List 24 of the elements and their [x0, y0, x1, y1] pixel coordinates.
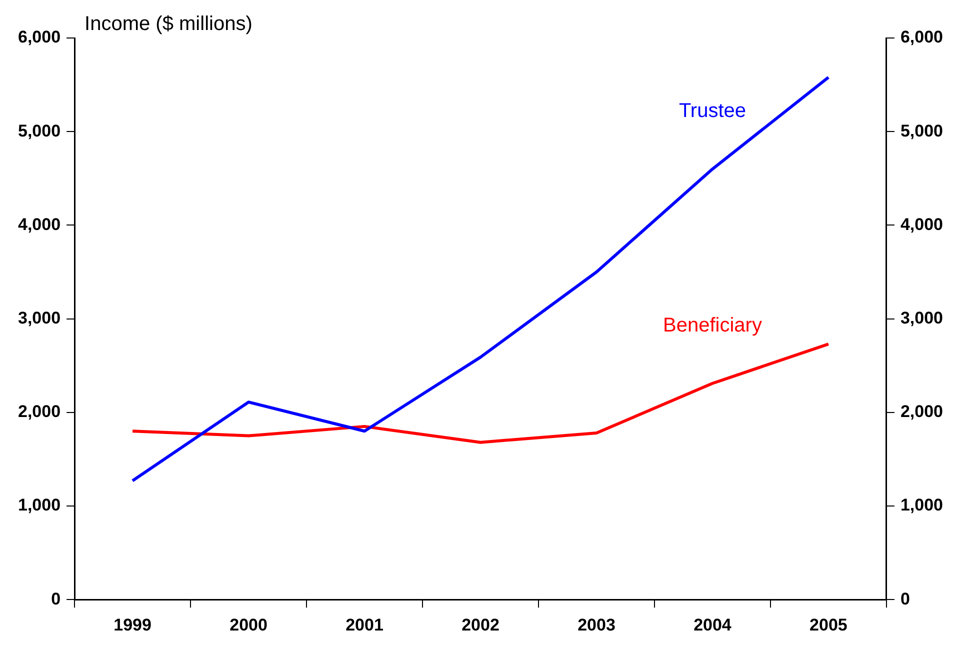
x-tick-label: 2003	[578, 615, 616, 634]
y2-tick-label: 0	[900, 589, 910, 608]
y2-tick-label: 1,000	[900, 496, 944, 515]
series-label: Beneficiary	[663, 314, 762, 336]
x-tick-label: 2004	[694, 615, 732, 634]
x-tick-label: 2001	[346, 615, 384, 634]
x-tick-label: 2005	[810, 615, 848, 634]
x-tick-label: 1999	[114, 615, 152, 634]
y2-tick-label: 3,000	[900, 308, 944, 328]
y-tick-label: 4,000	[18, 214, 61, 234]
y-tick-label: 3,000	[18, 308, 61, 328]
series-label: Trustee	[678, 100, 746, 122]
y-tick-label: 1,000	[18, 496, 61, 515]
x-tick-label: 2000	[230, 615, 268, 634]
x-tick-label: 2002	[462, 615, 500, 634]
y-tick-label: 5,000	[18, 121, 61, 140]
y-axis-title: Income ($ millions)	[84, 13, 252, 35]
y2-tick-label: 4,000	[900, 214, 944, 234]
y2-tick-label: 5,000	[900, 121, 944, 140]
y-tick-label: 6,000	[18, 28, 61, 47]
y-tick-label: 0	[51, 589, 61, 608]
y-tick-label: 2,000	[18, 402, 61, 422]
y2-tick-label: 6,000	[900, 28, 944, 47]
y2-tick-label: 2,000	[900, 402, 944, 422]
